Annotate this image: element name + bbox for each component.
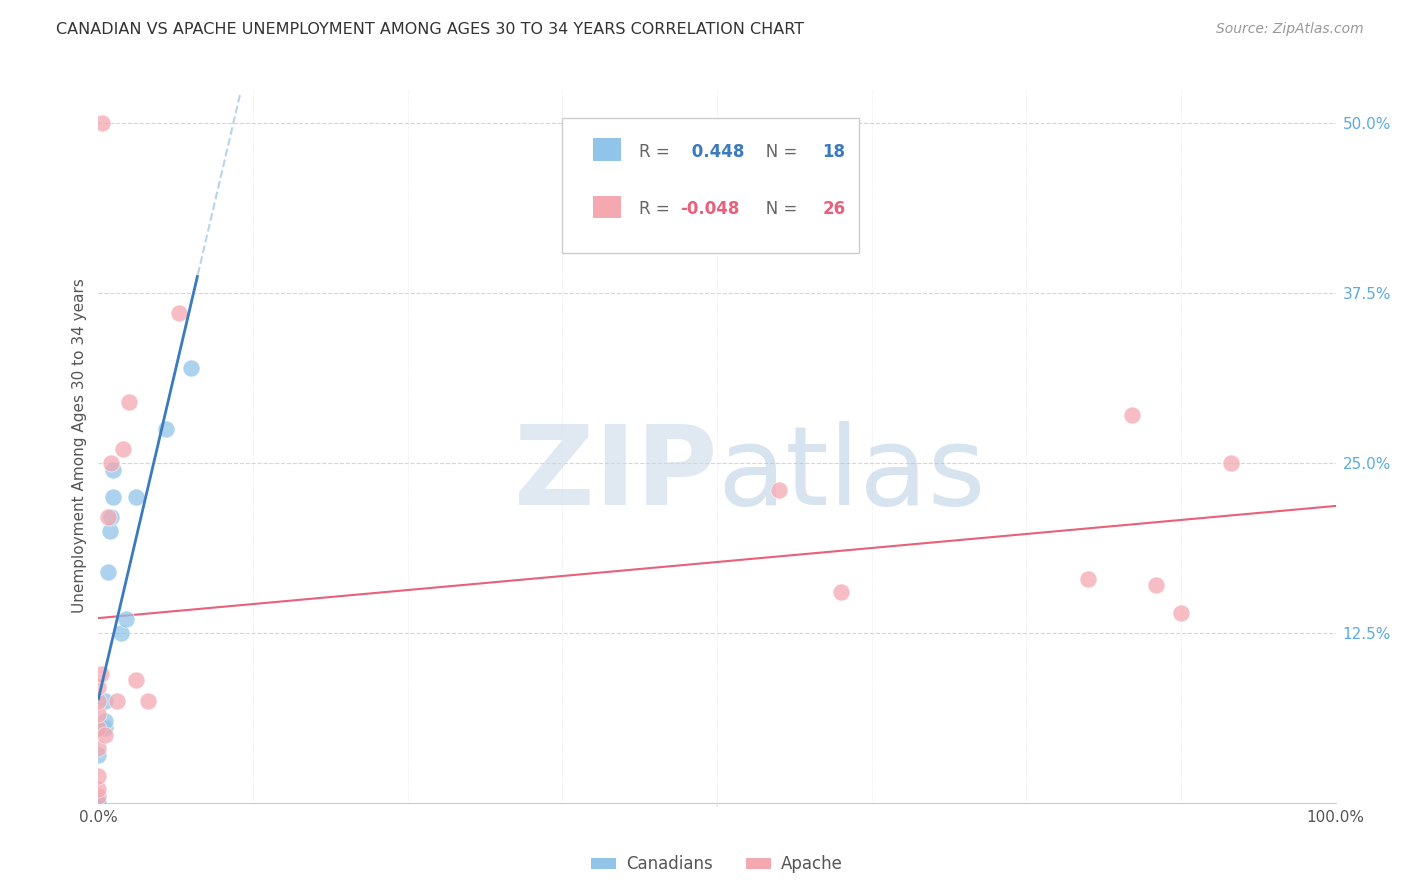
Point	[87, 769, 110, 783]
Point	[768, 483, 790, 498]
Point	[103, 463, 125, 477]
Point	[87, 680, 110, 694]
Point	[87, 721, 110, 735]
Point	[136, 694, 159, 708]
Point	[87, 796, 110, 810]
FancyBboxPatch shape	[562, 118, 859, 253]
Point	[167, 306, 190, 320]
Point	[93, 694, 115, 708]
Point	[87, 789, 110, 803]
Text: R =: R =	[640, 143, 675, 161]
Point	[112, 442, 135, 457]
Point	[93, 728, 115, 742]
Point	[97, 565, 120, 579]
Point	[97, 510, 120, 524]
Text: atlas: atlas	[717, 421, 986, 528]
Point	[93, 721, 115, 735]
Text: 26: 26	[823, 200, 845, 218]
Point	[87, 694, 110, 708]
Text: N =: N =	[751, 200, 803, 218]
Point	[114, 612, 136, 626]
Text: ZIP: ZIP	[513, 421, 717, 528]
Point	[100, 456, 122, 470]
Point	[91, 116, 114, 130]
Point	[87, 741, 110, 756]
Point	[87, 707, 110, 722]
Legend: Canadians, Apache: Canadians, Apache	[585, 849, 849, 880]
Point	[87, 748, 110, 763]
Text: N =: N =	[751, 143, 803, 161]
Text: 18: 18	[823, 143, 845, 161]
Point	[1077, 572, 1099, 586]
FancyBboxPatch shape	[593, 195, 620, 219]
FancyBboxPatch shape	[593, 138, 620, 161]
Text: R =: R =	[640, 200, 675, 218]
Point	[1170, 606, 1192, 620]
Text: Source: ZipAtlas.com: Source: ZipAtlas.com	[1216, 22, 1364, 37]
Point	[87, 782, 110, 797]
Point	[100, 510, 122, 524]
Point	[87, 796, 110, 810]
Point	[87, 721, 110, 735]
Point	[110, 626, 132, 640]
Text: 0.448: 0.448	[686, 143, 745, 161]
Point	[1219, 456, 1241, 470]
Point	[87, 796, 110, 810]
Point	[1144, 578, 1167, 592]
Point	[118, 394, 141, 409]
Point	[105, 694, 128, 708]
Point	[155, 422, 177, 436]
Point	[124, 490, 146, 504]
Point	[103, 490, 125, 504]
Text: -0.048: -0.048	[681, 200, 740, 218]
Point	[98, 524, 121, 538]
Y-axis label: Unemployment Among Ages 30 to 34 years: Unemployment Among Ages 30 to 34 years	[72, 278, 87, 614]
Point	[180, 360, 202, 375]
Point	[124, 673, 146, 688]
Point	[830, 585, 852, 599]
Text: CANADIAN VS APACHE UNEMPLOYMENT AMONG AGES 30 TO 34 YEARS CORRELATION CHART: CANADIAN VS APACHE UNEMPLOYMENT AMONG AG…	[56, 22, 804, 37]
Point	[93, 714, 115, 729]
Point	[90, 666, 112, 681]
Point	[1121, 409, 1143, 423]
